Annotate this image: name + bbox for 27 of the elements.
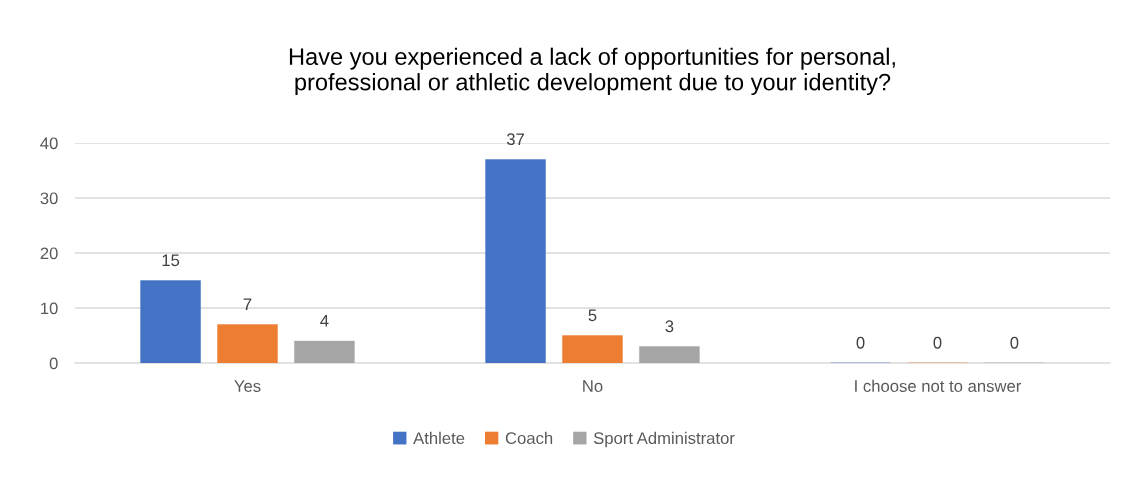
data-label: 0 — [856, 336, 865, 349]
data-label: 3 — [665, 320, 674, 333]
legend-label: Sport Administrator — [593, 431, 735, 448]
data-label: 37 — [506, 133, 524, 146]
bar — [217, 324, 278, 364]
y-tick-label: 40 — [40, 137, 58, 150]
bar — [639, 346, 700, 364]
data-label: 0 — [933, 336, 942, 349]
x-tick-label: Yes — [234, 380, 261, 392]
bar — [140, 280, 201, 364]
bar — [485, 159, 546, 364]
y-tick-label: 20 — [40, 247, 58, 260]
data-label: 4 — [320, 315, 329, 327]
legend-label: Athlete — [413, 431, 465, 445]
x-tick-label: No — [583, 380, 603, 392]
data-label: 15 — [162, 254, 180, 267]
y-tick-label: 10 — [41, 302, 58, 315]
y-tick-label: 0 — [49, 357, 58, 370]
x-tick-label: I choose not to answer — [855, 379, 1022, 392]
legend-label: Coach — [505, 431, 553, 445]
y-tick-label: 30 — [40, 192, 58, 205]
bar — [562, 335, 623, 364]
data-label: 7 — [243, 298, 252, 310]
bar — [294, 340, 355, 364]
data-label: 5 — [588, 309, 597, 322]
data-label: 0 — [1010, 336, 1019, 349]
chart-title: Have you experienced a lack of opportunities for personal, professional or athletic development due to your identity? — [289, 47, 895, 96]
